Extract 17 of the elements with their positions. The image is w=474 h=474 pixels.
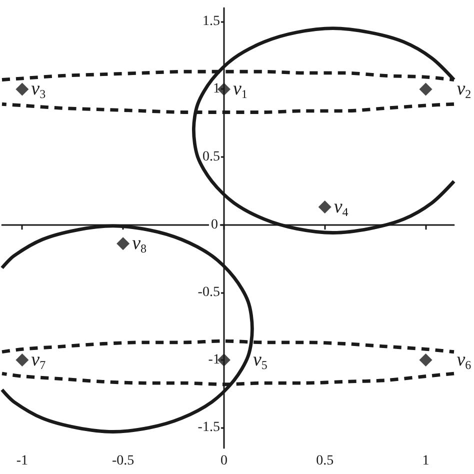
x-tick-label: 0.5 bbox=[316, 454, 334, 468]
y-tick-label: 0.5 bbox=[202, 149, 220, 164]
point bbox=[419, 354, 432, 366]
y-tick-label: 1.5 bbox=[202, 14, 220, 30]
point bbox=[318, 200, 332, 214]
y-tick-label: -1.5 bbox=[198, 420, 220, 436]
x-tick-label: -1 bbox=[16, 454, 28, 468]
point bbox=[419, 82, 432, 96]
x-tick-label: -0.5 bbox=[112, 454, 134, 468]
point bbox=[16, 82, 29, 96]
x-tick-label: 1 bbox=[422, 454, 430, 468]
y-tick-label: -1 bbox=[208, 352, 220, 368]
point bbox=[116, 237, 130, 250]
y-tick-label: 1 bbox=[212, 82, 220, 97]
point bbox=[16, 354, 29, 366]
y-tick-label: 0 bbox=[210, 218, 218, 233]
y-tick-label: -0.5 bbox=[198, 284, 220, 300]
